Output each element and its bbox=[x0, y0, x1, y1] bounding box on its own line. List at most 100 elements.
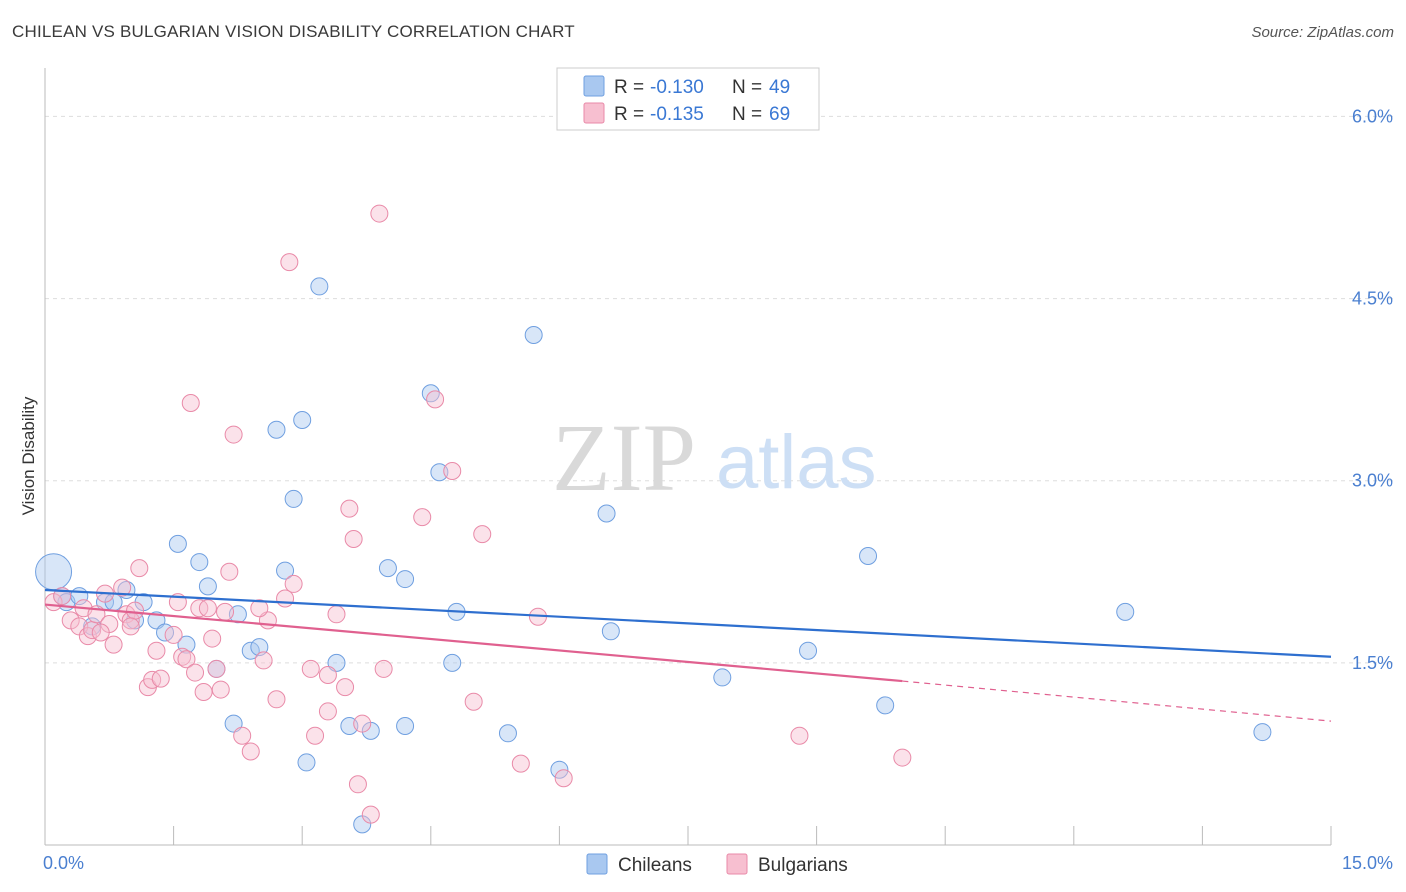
chileans-point bbox=[876, 696, 895, 715]
watermark-zip: ZIP bbox=[552, 404, 696, 511]
bulgarians-point bbox=[186, 663, 205, 682]
bulgarians-point bbox=[464, 692, 483, 711]
y-tick-label: 3.0% bbox=[1352, 471, 1393, 491]
bulgarians-point bbox=[194, 683, 213, 701]
bulgarians-point bbox=[353, 714, 372, 733]
legend-swatch-chileans bbox=[583, 75, 605, 97]
chileans-point bbox=[168, 534, 187, 553]
chileans-point bbox=[396, 570, 415, 589]
y-tick-label: 6.0% bbox=[1352, 106, 1393, 126]
bulgarians-point bbox=[241, 742, 260, 761]
bulgarians-point bbox=[121, 617, 140, 636]
bulgarians-point bbox=[473, 525, 492, 544]
chileans-point bbox=[859, 547, 878, 565]
bottom-legend-chileans: Chileans bbox=[618, 855, 692, 876]
bulgarians-point bbox=[374, 659, 393, 678]
bulgarians-point bbox=[340, 499, 359, 518]
chileans-point bbox=[190, 553, 209, 572]
bulgarians-point bbox=[164, 625, 183, 644]
bulgarians-point bbox=[344, 530, 363, 548]
chileans-point bbox=[177, 635, 196, 654]
chileans-point bbox=[601, 622, 620, 641]
legend-r-value: -0.130 bbox=[650, 77, 704, 98]
x-tick-label: 0.0% bbox=[43, 853, 84, 873]
bulgarians-point bbox=[181, 394, 200, 412]
y-axis-label: Vision Disability bbox=[19, 396, 38, 515]
bottom-legend-swatch-chileans bbox=[586, 853, 608, 875]
chileans-point bbox=[430, 463, 449, 482]
grid bbox=[45, 115, 1395, 664]
chileans-point bbox=[250, 638, 269, 657]
chileans-point bbox=[1116, 602, 1135, 621]
bulgarians-point bbox=[426, 390, 445, 409]
correlation-legend: R = -0.130 N = 49 R = -0.135 N = 69 bbox=[556, 67, 820, 131]
chileans-point bbox=[713, 668, 732, 687]
chileans-point bbox=[284, 489, 303, 508]
bulgarians-point bbox=[301, 659, 320, 678]
bottom-legend-bulgarians: Bulgarians bbox=[758, 855, 848, 876]
bulgarians-point bbox=[211, 680, 230, 699]
legend-n-label: N = bbox=[732, 104, 762, 125]
legend-r-value: -0.135 bbox=[650, 104, 704, 125]
chileans-point bbox=[198, 577, 217, 596]
bulgarians-point bbox=[233, 726, 252, 745]
bulgarians-point bbox=[113, 578, 132, 597]
bulgarians-point bbox=[267, 690, 286, 709]
x-tick-labels: 0.0% 15.0% bbox=[43, 853, 1393, 873]
bottom-legend-swatch-bulgarians bbox=[726, 853, 748, 875]
legend-swatch-bulgarians bbox=[583, 102, 605, 124]
y-tick-label: 1.5% bbox=[1352, 653, 1393, 673]
chart-title: CHILEAN VS BULGARIAN VISION DISABILITY C… bbox=[12, 22, 575, 41]
bulgarians-point bbox=[306, 726, 325, 745]
bulgarians-point bbox=[893, 748, 912, 767]
bulgarians-point bbox=[280, 253, 299, 272]
bulgarians-point bbox=[130, 559, 149, 578]
chileans-point bbox=[310, 277, 329, 296]
legend-n-value: 49 bbox=[769, 77, 790, 98]
chileans-point bbox=[293, 411, 312, 429]
chileans-point bbox=[276, 561, 295, 580]
chileans-point bbox=[1253, 723, 1272, 742]
series-legend: Chileans Bulgarians bbox=[586, 853, 848, 876]
watermark-atlas: atlas bbox=[716, 420, 877, 505]
bulgarians-point bbox=[177, 650, 196, 669]
bulgarians-point bbox=[198, 599, 217, 618]
bulgarians-point bbox=[284, 574, 303, 593]
legend-n-label: N = bbox=[732, 77, 762, 98]
chileans-point bbox=[443, 653, 462, 672]
chileans-point bbox=[378, 559, 397, 578]
chileans-point bbox=[550, 760, 569, 779]
legend-n-value: 69 bbox=[769, 104, 790, 125]
bulgarians-point bbox=[126, 601, 145, 620]
bulgarians-point bbox=[348, 775, 367, 794]
bulgarians-point bbox=[413, 508, 432, 527]
y-tick-label: 4.5% bbox=[1352, 289, 1393, 309]
chileans-trend-line bbox=[44, 588, 1332, 658]
bulgarians-point bbox=[443, 462, 462, 480]
bulgarians-point bbox=[220, 562, 239, 581]
bulgarians-trend-extension bbox=[902, 680, 1332, 722]
legend-r-label: R = bbox=[614, 104, 644, 125]
chileans-point bbox=[35, 553, 73, 591]
trend-lines bbox=[44, 588, 1332, 722]
bulgarians-point bbox=[790, 726, 809, 745]
series-chileans bbox=[35, 277, 1272, 834]
bulgarians-point bbox=[224, 425, 243, 444]
bulgarians-point bbox=[254, 651, 273, 670]
bulgarians-trend-line bbox=[44, 603, 903, 683]
y-tick-labels: 1.5% 3.0% 4.5% 6.0% bbox=[1352, 106, 1393, 672]
bulgarians-point bbox=[147, 641, 166, 660]
bulgarians-point bbox=[276, 589, 295, 608]
chileans-point bbox=[297, 753, 316, 772]
bulgarians-point bbox=[554, 769, 573, 788]
bulgarians-point bbox=[91, 623, 110, 642]
watermark: ZIP atlas bbox=[552, 404, 877, 511]
bulgarians-point bbox=[207, 659, 226, 678]
chileans-point bbox=[597, 504, 616, 523]
bulgarians-point bbox=[151, 669, 170, 688]
source-label: Source: ZipAtlas.com bbox=[1251, 24, 1394, 41]
bulgarians-point bbox=[327, 605, 346, 624]
axes bbox=[44, 68, 1332, 846]
bulgarians-point bbox=[318, 666, 337, 684]
